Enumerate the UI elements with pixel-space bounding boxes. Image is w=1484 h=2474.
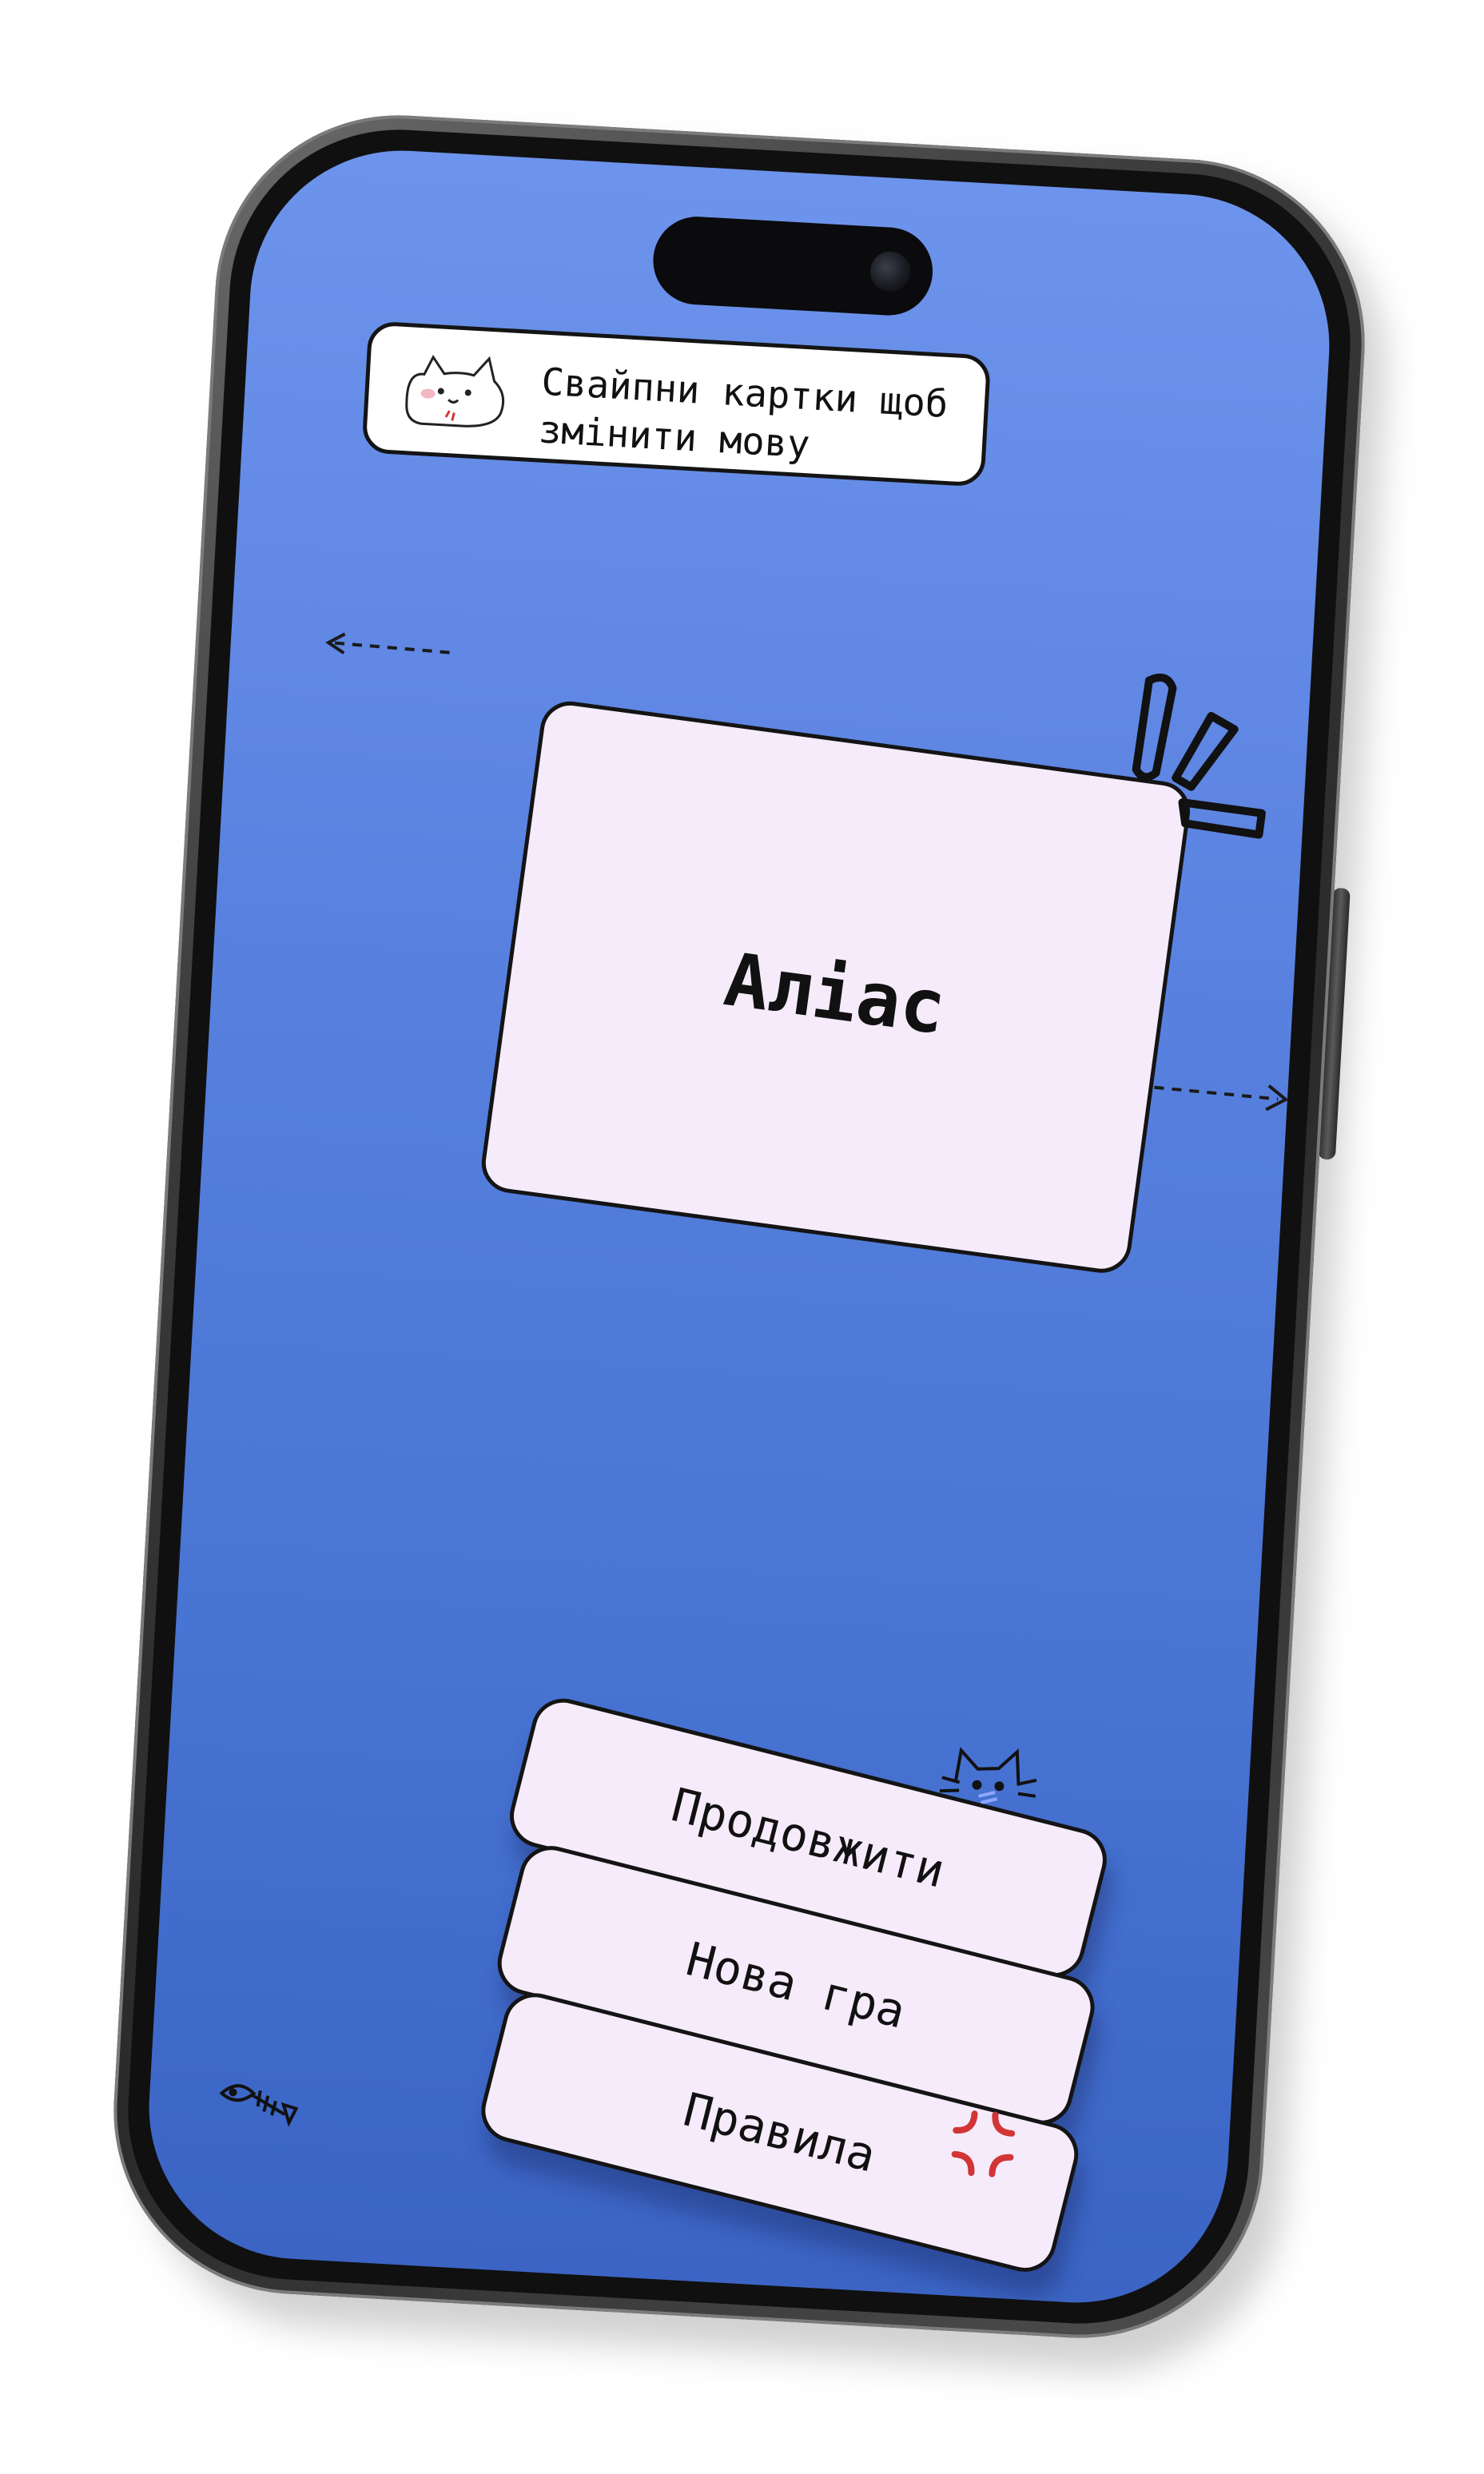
app-screen: Свайпни картки щоб змінити мову Аліас — [141, 142, 1338, 2311]
new-game-button-label: Нова гра — [681, 1931, 911, 2039]
dynamic-island — [650, 214, 936, 318]
cat-face-icon — [405, 354, 505, 428]
swipe-left-arrow-icon — [325, 632, 451, 654]
continue-button-label: Продовжити — [666, 1777, 951, 1899]
swipe-hint-banner: Свайпни картки щоб змінити мову — [361, 320, 992, 487]
exclamation-burst-icon — [1132, 673, 1266, 839]
card-title: Аліас — [719, 937, 951, 1052]
swipe-hint-text: Свайпни картки щоб змінити мову — [538, 359, 949, 477]
anger-mark-icon — [951, 2110, 1016, 2178]
phone-device: Свайпни картки щоб змінити мову Аліас — [103, 105, 1396, 2381]
fish-skeleton-icon — [219, 2084, 299, 2127]
rules-button-label: Правила — [678, 2082, 881, 2183]
swipe-right-arrow-icon — [1154, 1084, 1289, 1112]
camera-icon — [869, 250, 912, 293]
cat-doodle-icon — [939, 1747, 1037, 1804]
language-card[interactable]: Аліас — [478, 698, 1194, 1277]
